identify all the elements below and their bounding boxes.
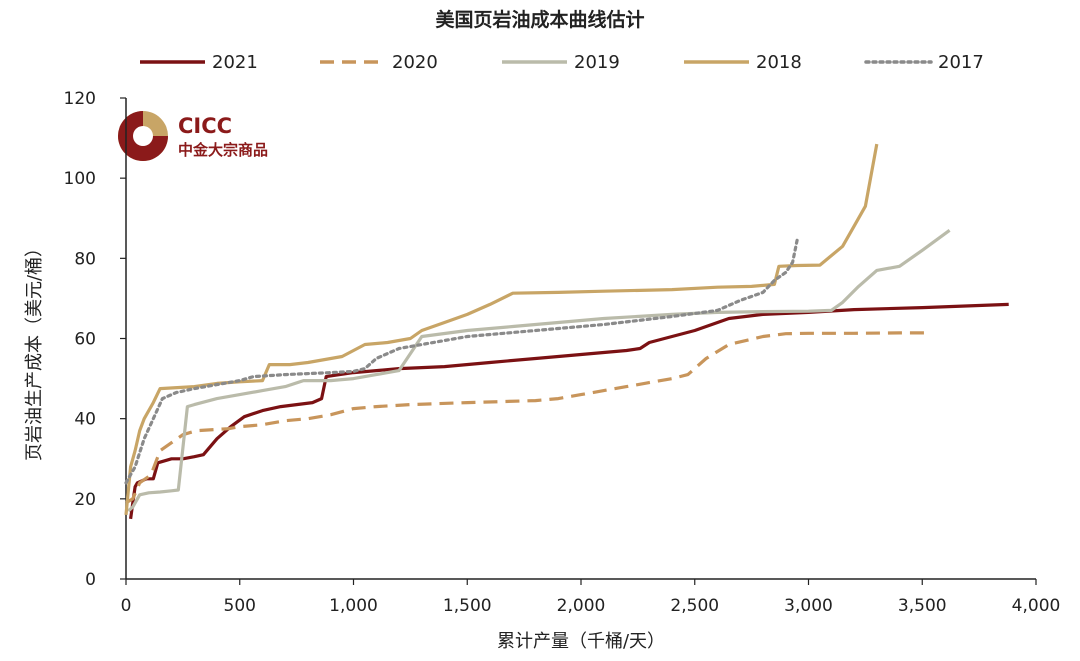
- legend: 2021 2020 2019 2018 2017: [140, 52, 984, 73]
- y-tick-label: 80: [74, 249, 96, 269]
- brand-logo: CICC 中金大宗商品: [118, 111, 268, 161]
- y-tick-label: 20: [74, 490, 96, 510]
- series-line-2018: [124, 143, 879, 516]
- y-tick-label: 100: [64, 169, 96, 189]
- brand-name: CICC: [178, 114, 232, 138]
- y-axis-label: 页岩油生产成本（美元/桶）: [24, 239, 45, 461]
- brand-subtitle: 中金大宗商品: [178, 141, 268, 159]
- x-tick-label: 1,500: [443, 596, 492, 616]
- x-tick-label: 0: [121, 596, 132, 616]
- y-tick-label: 60: [74, 330, 96, 350]
- y-ticks: 0 20 40 60 80 100 120: [64, 89, 126, 590]
- legend-label-2019: 2019: [574, 52, 620, 73]
- x-tick-label: 2,000: [557, 596, 606, 616]
- x-tick-label: 4,000: [1012, 596, 1061, 616]
- legend-label-2018: 2018: [756, 52, 802, 73]
- series-line-2020: [125, 331, 927, 505]
- series-line-2019: [127, 229, 951, 513]
- chart-title: 美国页岩油成本曲线估计: [435, 8, 644, 31]
- x-tick-label: 2,500: [670, 596, 719, 616]
- legend-label-2021: 2021: [212, 52, 258, 73]
- axes: [125, 98, 1036, 580]
- x-axis-label: 累计产量（千桶/天）: [497, 631, 665, 652]
- x-tick-label: 3,000: [784, 596, 833, 616]
- series-line-2017: [124, 238, 799, 485]
- x-tick-label: 3,500: [898, 596, 947, 616]
- legend-label-2020: 2020: [392, 52, 438, 73]
- y-tick-label: 40: [74, 410, 96, 430]
- x-tick-label: 1,000: [329, 596, 378, 616]
- y-tick-label: 0: [85, 570, 96, 590]
- x-tick-label: 500: [224, 596, 256, 616]
- x-ticks: 0 500 1,000 1,500 2,000 2,500 3,000 3,500 4,000: [121, 579, 1061, 616]
- series-group: [124, 143, 1009, 520]
- brand-logo-center: [133, 126, 153, 146]
- series-line-2021: [129, 302, 1009, 520]
- y-tick-label: 120: [64, 89, 96, 109]
- legend-label-2017: 2017: [938, 52, 984, 73]
